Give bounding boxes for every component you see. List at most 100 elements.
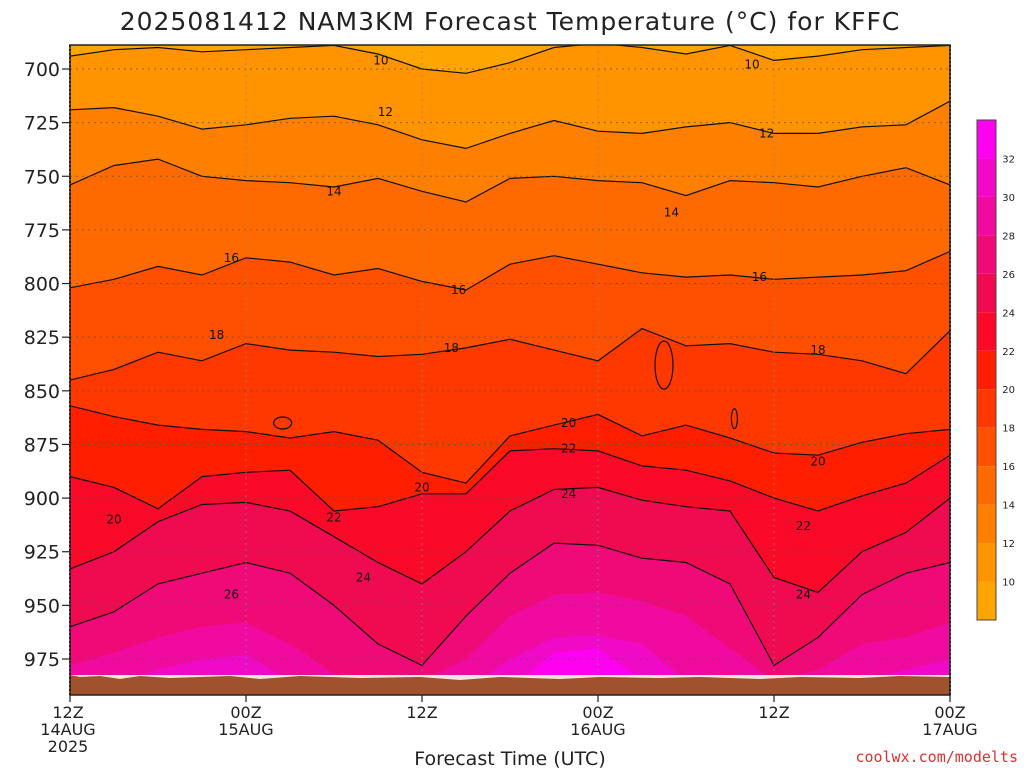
isotherm-16 <box>70 250 950 291</box>
isotherm-24 <box>70 486 950 594</box>
colorbar: 10 12 14 16 18 20 22 24 26 28 30 32 <box>976 119 1015 621</box>
colorbar-tick-label: 28 <box>1002 231 1015 242</box>
colorbar-tick-label: 10 <box>1002 578 1015 589</box>
x-tick-label: 12Z <box>406 703 437 722</box>
colorbar-frame <box>976 119 997 621</box>
isotherm-cell <box>654 340 674 390</box>
contour-labels: 10 10 12 12 14 14 16 16 16 18 18 18 20 20 20 20 22 22 22 24… <box>106 53 825 601</box>
colorbar-segment <box>977 543 996 582</box>
band-30 <box>144 635 950 675</box>
credit-text: coolwx.com/modelts <box>855 748 1018 766</box>
grid-lines <box>70 45 950 675</box>
colorbar-segment <box>977 466 996 505</box>
y-tick-label: 875 <box>24 434 60 456</box>
contour-label: 24 <box>796 588 811 602</box>
ground-edge <box>70 675 950 680</box>
colorbar-ticks: 10 12 14 16 18 20 22 24 26 28 30 32 <box>1002 154 1015 588</box>
x-tick-label: 12Z <box>758 703 789 722</box>
isotherm-18 <box>70 327 950 381</box>
contour-label: 18 <box>444 341 459 355</box>
colorbar-tick-label: 32 <box>1002 154 1015 165</box>
x-axis-label: Forecast Time (UTC) <box>414 748 605 768</box>
band-26 <box>70 543 950 675</box>
isotherm-26 <box>70 542 950 667</box>
contour-label: 22 <box>796 519 811 533</box>
x-tick-label: 14AUG <box>40 720 95 739</box>
colorbar-tick-label: 20 <box>1002 385 1015 396</box>
contour-label: 16 <box>451 283 466 297</box>
colorbar-segment <box>977 120 996 159</box>
temperature-bands <box>70 45 950 675</box>
colorbar-tick-label: 14 <box>1002 501 1015 512</box>
contour-label: 16 <box>752 270 767 284</box>
y-tick-label: 825 <box>24 327 60 349</box>
colorbar-tick-label: 18 <box>1002 424 1015 435</box>
x-tick-label: 17AUG <box>922 720 977 739</box>
y-tick-label: 900 <box>24 488 60 510</box>
isotherm-14 <box>70 158 950 203</box>
isotherm-12 <box>70 100 950 150</box>
y-tick-label: 950 <box>24 595 60 617</box>
contour-label: 22 <box>561 442 576 456</box>
contour-label: 22 <box>326 510 341 524</box>
isotherm-22 <box>70 448 950 512</box>
isotherm-cell <box>273 416 293 430</box>
colorbar-tick-label: 22 <box>1002 347 1015 358</box>
contour-label: 20 <box>414 480 429 494</box>
x-tick-label: 00Z <box>230 703 261 722</box>
colorbar-segment <box>977 273 996 313</box>
x-tick-label: 2025 <box>48 737 89 756</box>
ground-surface <box>70 675 950 695</box>
band-28 <box>70 592 950 675</box>
isotherm-cell <box>730 408 739 430</box>
x-tick-label: 16AUG <box>570 720 625 739</box>
isotherm-lines <box>70 45 950 667</box>
isotherm-20 <box>70 405 950 484</box>
y-tick-label: 750 <box>24 166 60 188</box>
colorbar-segment <box>977 581 996 620</box>
colorbar-tick-label: 26 <box>1002 270 1015 281</box>
y-tick-label: 700 <box>24 59 60 81</box>
colorbar-segment <box>977 350 996 390</box>
contour-label: 26 <box>224 588 239 602</box>
contour-label: 24 <box>561 487 576 501</box>
colorbar-tick-label: 30 <box>1002 193 1015 204</box>
chart-title: 2025081412 NAM3KM Forecast Temperature (… <box>120 7 901 36</box>
contour-label: 20 <box>106 513 121 527</box>
y-axis-ticks: 700 725 750 775 800 825 850 875 900 925 950 975 <box>24 59 70 671</box>
y-tick-label: 800 <box>24 274 60 296</box>
contour-label: 16 <box>224 251 239 265</box>
y-tick-label: 775 <box>24 220 60 242</box>
y-tick-label: 725 <box>24 113 60 135</box>
colorbar-segment <box>977 389 996 428</box>
colorbar-segment <box>977 196 996 236</box>
x-tick-label: 15AUG <box>218 720 273 739</box>
x-tick-label: 12Z <box>52 703 83 722</box>
isotherm-10 <box>70 45 950 74</box>
band-32 <box>528 648 635 675</box>
x-tick-label: 00Z <box>934 703 965 722</box>
contour-label: 20 <box>561 416 576 430</box>
colorbar-segment <box>977 158 996 197</box>
contour-label: 18 <box>209 328 224 342</box>
contour-label: 10 <box>744 58 759 72</box>
contour-label: 14 <box>326 184 341 198</box>
plot-area: 10 10 12 12 14 14 16 16 16 18 18 18 20 20 20 20 22 22 22 24… <box>69 44 951 696</box>
y-tick-label: 850 <box>24 381 60 403</box>
colorbar-segment <box>977 235 996 274</box>
y-tick-label: 975 <box>24 649 60 671</box>
colorbar-segment <box>977 504 996 544</box>
colorbar-tick-label: 24 <box>1002 308 1015 319</box>
colorbar-tick-label: 12 <box>1002 539 1015 550</box>
contour-label: 14 <box>664 206 679 220</box>
colorbar-segment <box>977 427 996 467</box>
contour-label: 20 <box>810 455 825 469</box>
x-tick-label: 00Z <box>582 703 613 722</box>
contour-label: 10 <box>373 53 388 67</box>
contour-label: 24 <box>356 570 371 584</box>
contour-label: 12 <box>378 105 393 119</box>
contour-label: 12 <box>759 126 774 140</box>
y-tick-label: 925 <box>24 542 60 564</box>
colorbar-segments <box>977 120 996 620</box>
